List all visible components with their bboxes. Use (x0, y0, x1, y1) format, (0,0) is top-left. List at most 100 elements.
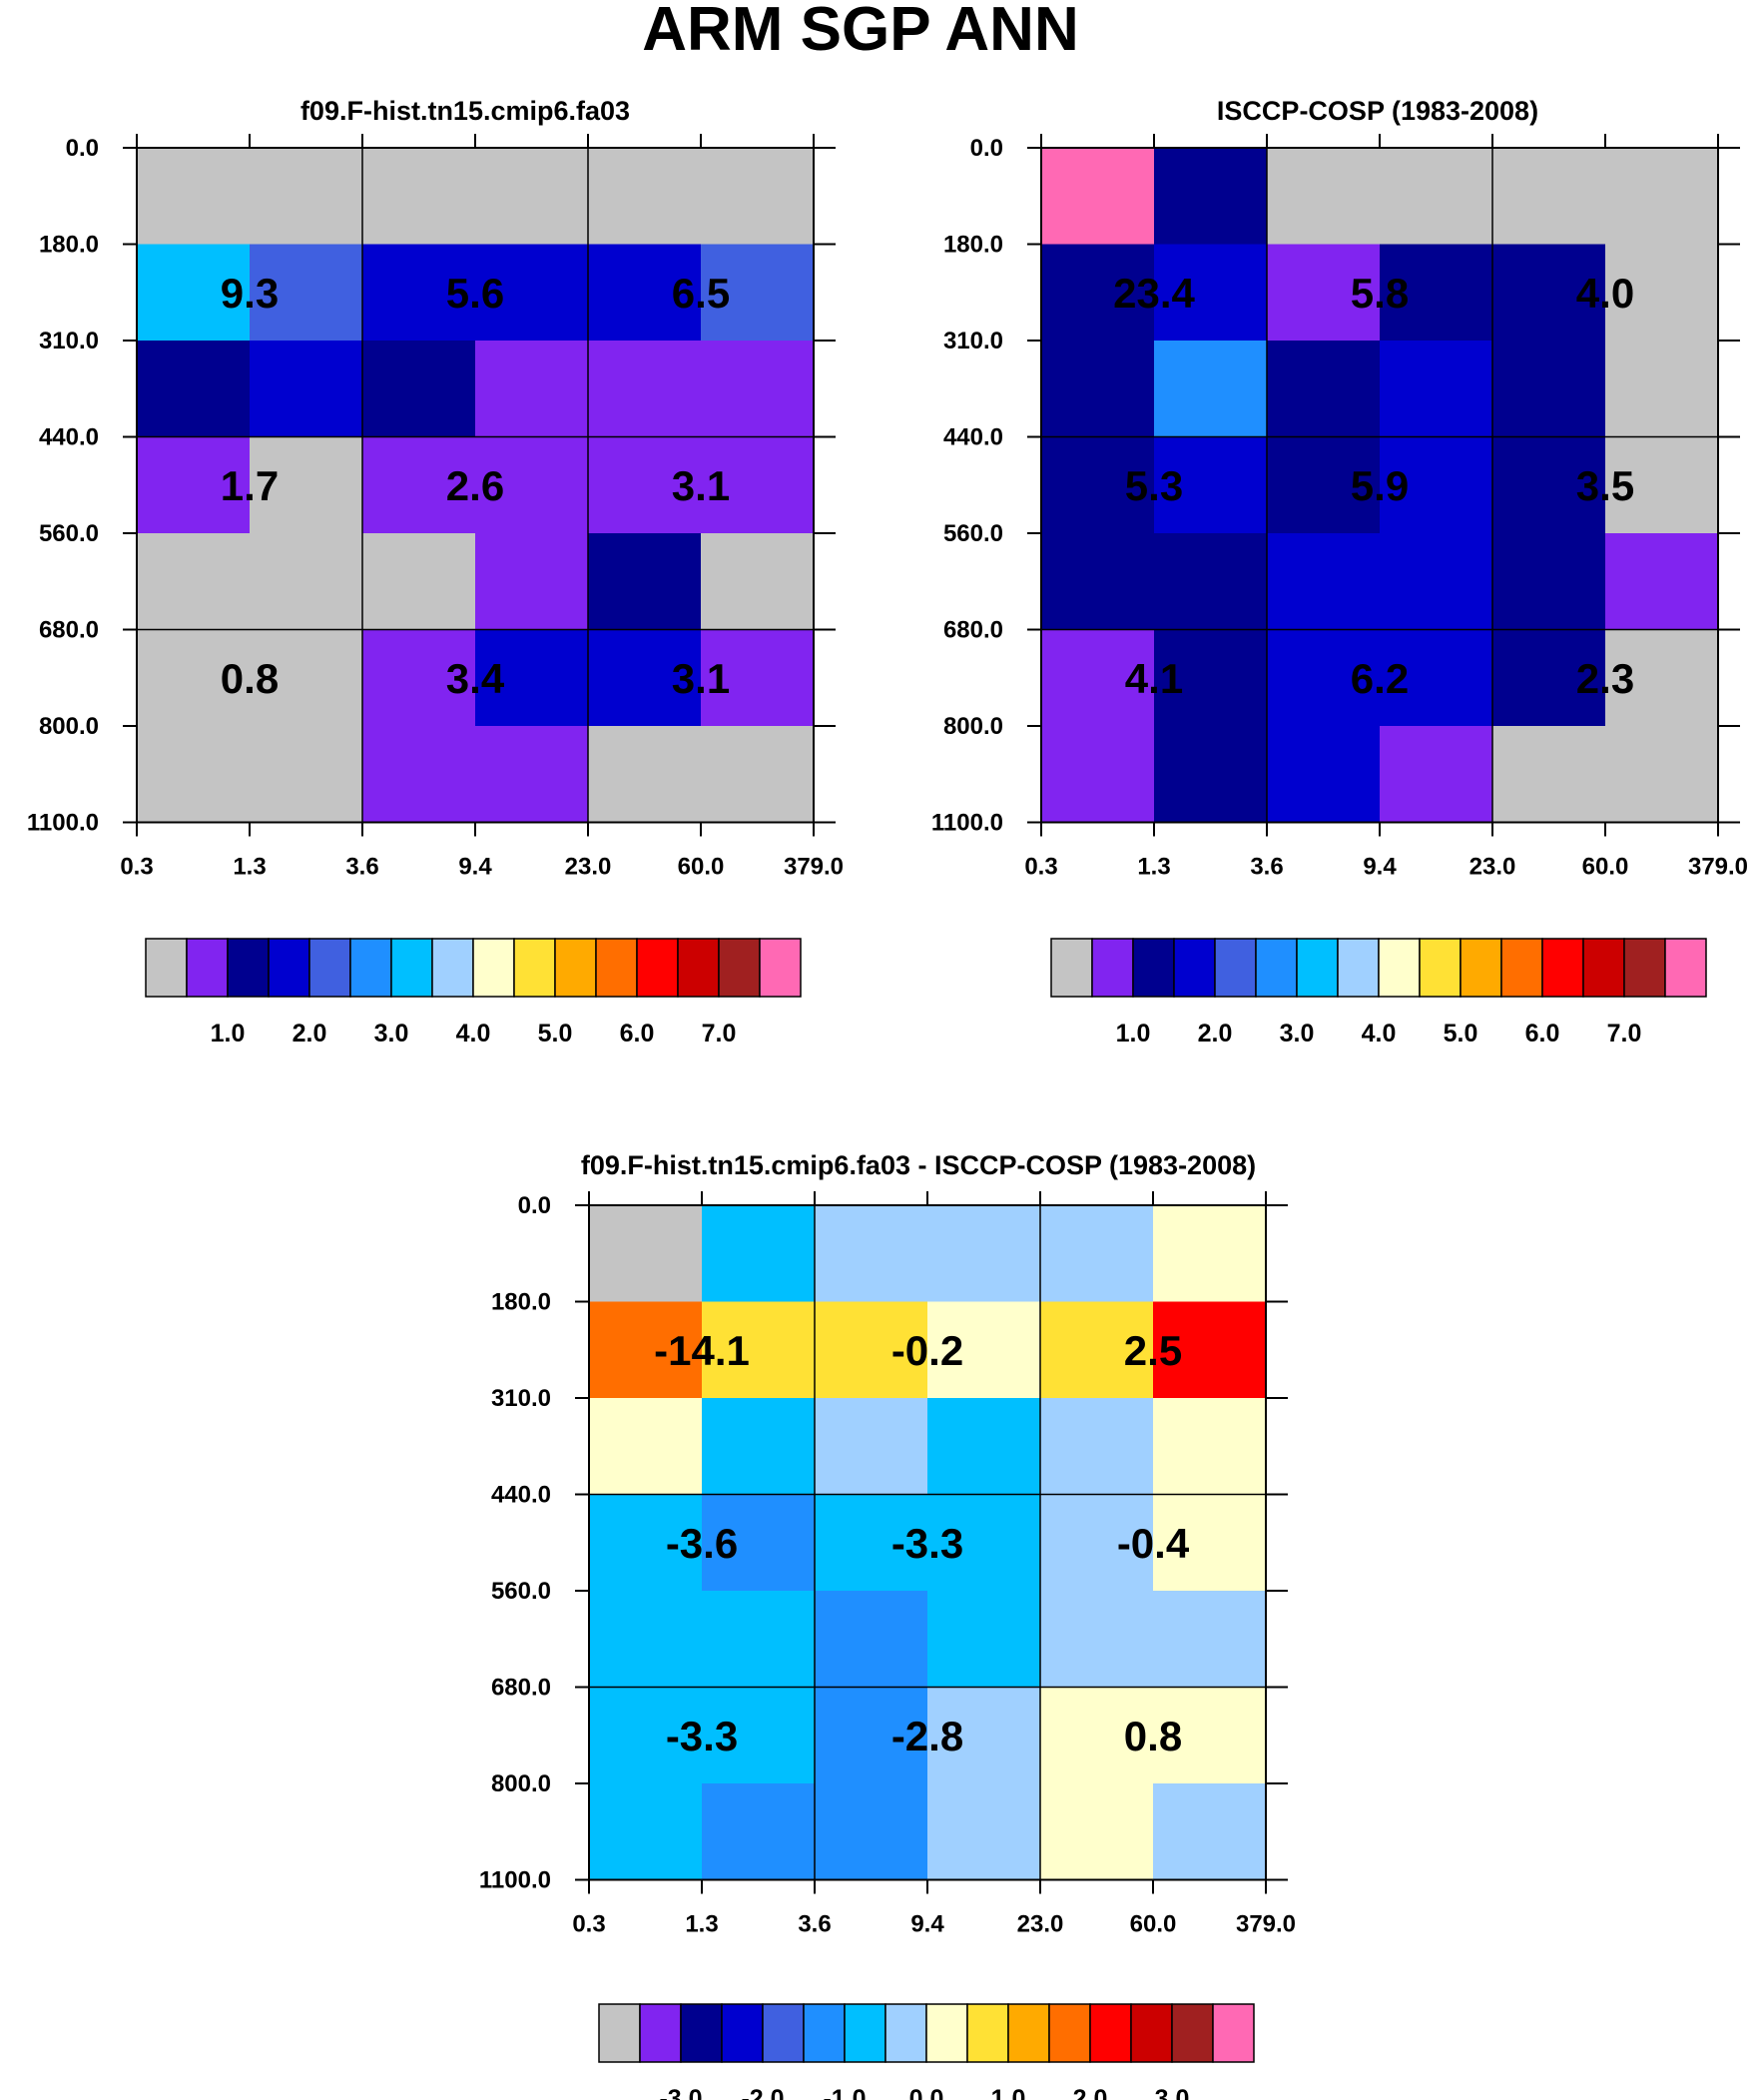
heatmap-cell (589, 1591, 703, 1689)
heatmap-cell (1153, 1494, 1267, 1592)
heatmap-cell (1153, 1398, 1267, 1496)
heatmap-cell (1492, 148, 1606, 246)
x-tick-labels: 0.3 1.3 3.6 9.4 23.0 60.0 379.0 (120, 854, 844, 881)
colorbar-swatch (554, 938, 597, 998)
colorbar-swatch (145, 938, 188, 998)
heatmap-cell (137, 244, 251, 342)
heatmap-cell (927, 1591, 1041, 1689)
heatmap-cell (1380, 726, 1493, 824)
colorbar-swatch (1419, 938, 1462, 998)
colorbar-swatch (1173, 938, 1216, 998)
heatmap-cell (250, 533, 363, 631)
heatmap-cell (815, 1783, 928, 1881)
heatmap-cell (1267, 436, 1381, 534)
y-tick-label: 800.0 (39, 713, 99, 740)
heatmap-cell (589, 1301, 703, 1399)
heatmap-cell (701, 148, 815, 246)
colorbar-label: 4.0 (456, 1020, 491, 1048)
colorbar-label: -2.0 (741, 2085, 784, 2100)
cell-value-label: 5.3 (1125, 462, 1183, 509)
colorbar-swatch (803, 2003, 846, 2063)
colorbar-swatch (1171, 2003, 1214, 2063)
cell-value-label: 2.6 (446, 462, 504, 509)
heatmap-cell (1041, 726, 1155, 824)
heatmap-cell (1040, 1783, 1154, 1881)
y-tick-label: 800.0 (491, 1770, 551, 1797)
y-tick-label: 310.0 (491, 1385, 551, 1412)
cell-value-label: 3.5 (1576, 462, 1634, 509)
colorbar-label: 7.0 (1607, 1020, 1642, 1048)
heatmap-cell (1605, 148, 1719, 246)
heatmap-cell (588, 436, 702, 534)
colorbar-label: 6.0 (620, 1020, 655, 1048)
cell-value-label: -0.2 (891, 1327, 963, 1374)
colorbar-swatch (186, 938, 229, 998)
y-tick-label: 560.0 (491, 1578, 551, 1605)
heatmap-cell (1267, 726, 1381, 824)
colorbar-swatch (718, 938, 761, 998)
x-tick-label: 60.0 (1582, 854, 1629, 881)
colorbar-swatch (762, 2003, 805, 2063)
colorbar-label: 1.0 (991, 2085, 1026, 2100)
heatmap-cell (927, 1687, 1041, 1784)
summary-labels: 9.3 5.6 6.5 1.7 2.6 3.1 0.8 3.4 3.1 (221, 270, 730, 702)
heatmap-cell (137, 533, 251, 631)
cell-value-label: 4.1 (1125, 655, 1183, 702)
heatmap-cell (815, 1205, 928, 1303)
heatmap-cells (1041, 148, 1719, 824)
heatmap-cell (1041, 244, 1155, 342)
heatmap-cell (589, 1205, 703, 1303)
cell-value-label: 0.8 (221, 655, 279, 702)
colorbar-swatch (431, 938, 474, 998)
colorbar-swatch (1050, 938, 1093, 998)
heatmap-cell (137, 726, 251, 824)
x-tick-label: 379.0 (784, 854, 844, 881)
colorbar-swatch (1460, 938, 1502, 998)
heatmap-cell (1154, 244, 1268, 342)
heatmap-cell (589, 1783, 703, 1881)
heatmap-cell (815, 1687, 928, 1784)
colorbar-swatch (1214, 938, 1257, 998)
heatmap-cell (1380, 436, 1493, 534)
grid-lines (1027, 134, 1740, 837)
colorbar-swatch (677, 938, 720, 998)
heatmap-cell (1380, 533, 1493, 631)
y-tick-labels: 0.0 180.0 310.0 440.0 560.0 680.0 800.0 1100.0 (27, 135, 99, 837)
heatmap-cell (701, 629, 815, 727)
heatmap-cell (1492, 436, 1606, 534)
heatmap-cell (1492, 533, 1606, 631)
y-tick-label: 0.0 (66, 135, 99, 162)
colorbar-label: 0.0 (909, 2085, 944, 2100)
heatmap-cell (137, 341, 251, 438)
colorbar-label: 7.0 (702, 1020, 737, 1048)
heatmap-cell (1267, 244, 1381, 342)
colorbar-swatch (844, 2003, 886, 2063)
heatmap-cell (250, 436, 363, 534)
x-tick-label: 1.3 (233, 854, 266, 881)
heatmap-cell (1380, 244, 1493, 342)
heatmap-cell (1492, 726, 1606, 824)
cell-value-label: -3.3 (666, 1713, 738, 1759)
colorbar-swatch (227, 938, 270, 998)
heatmap-cell (701, 533, 815, 631)
colorbar-swatch (1500, 938, 1543, 998)
heatmap-cell (475, 533, 589, 631)
heatmap-cell (362, 533, 476, 631)
heatmap-cell (1153, 1301, 1267, 1399)
main-title: ARM SGP ANN (642, 0, 1078, 64)
colorbar-swatch (513, 938, 556, 998)
panel-title: f09.F-hist.tn15.cmip6.fa03 - ISCCP-COSP … (581, 1150, 1256, 1180)
heatmap-cell (475, 436, 589, 534)
colorbar-swatch (721, 2003, 764, 2063)
x-tick-labels: 0.3 1.3 3.6 9.4 23.0 60.0 379.0 (572, 1911, 1296, 1938)
heatmap-cell (701, 341, 815, 438)
colorbar-label: 3.0 (1280, 1020, 1315, 1048)
colorbar-label: 1.0 (211, 1020, 246, 1048)
y-tick-label: 680.0 (39, 617, 99, 644)
cell-value-label: -2.8 (891, 1713, 963, 1759)
heatmap-cell (1154, 148, 1268, 246)
colorbar-label: 3.0 (374, 1020, 409, 1048)
colorbar-label: 6.0 (1525, 1020, 1560, 1048)
heatmap-cell (1154, 533, 1268, 631)
